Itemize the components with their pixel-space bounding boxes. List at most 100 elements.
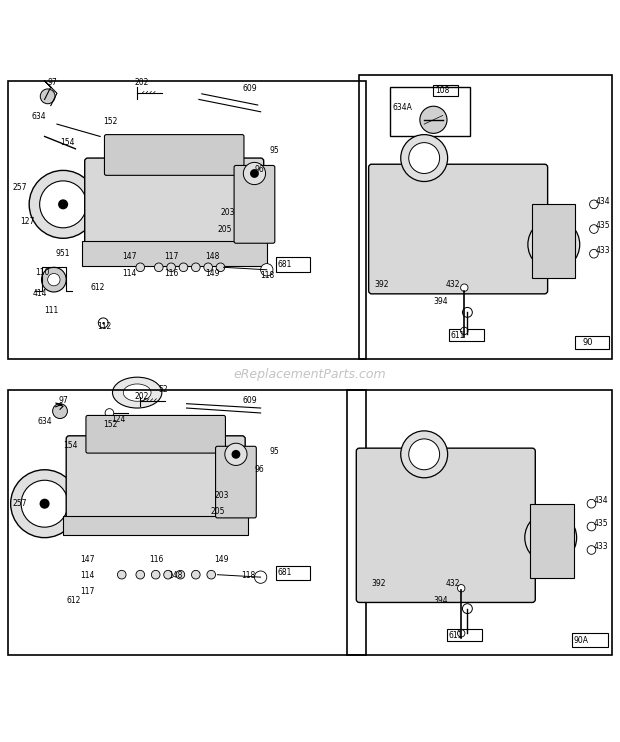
Text: 96: 96 [254,465,264,474]
Circle shape [207,571,216,579]
Bar [360,75,613,358]
Circle shape [29,171,97,238]
Text: 147: 147 [122,252,136,261]
Circle shape [587,522,596,531]
Circle shape [164,571,172,579]
Text: 202: 202 [134,78,148,88]
Text: 612: 612 [66,596,81,605]
Circle shape [136,263,144,272]
Text: 149: 149 [215,555,229,564]
Text: 609: 609 [242,85,257,93]
Circle shape [151,571,160,579]
Bar [347,390,613,655]
Text: 97: 97 [48,78,58,88]
Text: 394: 394 [433,298,448,306]
Text: 111: 111 [45,306,59,315]
Circle shape [99,318,108,328]
Circle shape [463,307,472,318]
FancyBboxPatch shape [104,134,244,175]
Text: 149: 149 [205,269,219,278]
Circle shape [409,439,440,470]
Text: 124: 124 [111,415,126,424]
Text: 435: 435 [596,221,611,231]
Text: 394: 394 [433,596,448,605]
Text: 433: 433 [594,542,609,551]
Text: 681: 681 [278,568,292,577]
Text: 90: 90 [583,338,593,347]
Text: 202: 202 [134,393,148,401]
Circle shape [458,585,465,592]
Text: 127: 127 [20,217,34,226]
Circle shape [105,409,113,417]
Circle shape [401,431,448,478]
Circle shape [525,512,577,564]
Circle shape [117,571,126,579]
Text: 432: 432 [446,280,460,289]
Bar [532,204,575,278]
Circle shape [587,499,596,508]
Text: 634: 634 [32,111,46,121]
FancyBboxPatch shape [86,416,226,453]
Circle shape [535,522,566,553]
Text: 117: 117 [80,588,94,597]
Text: 609: 609 [242,395,257,404]
Text: 611: 611 [451,331,465,340]
Text: 414: 414 [32,289,46,298]
Circle shape [260,263,273,276]
Text: 205: 205 [210,508,224,516]
Text: 118: 118 [241,571,255,580]
Text: 392: 392 [372,580,386,588]
Circle shape [401,134,448,182]
Text: 203: 203 [215,491,229,500]
Circle shape [225,443,247,465]
Bar [449,329,484,341]
Circle shape [11,470,79,538]
Circle shape [461,327,468,335]
Circle shape [590,200,598,209]
Circle shape [40,499,49,508]
Circle shape [176,571,185,579]
Circle shape [409,142,440,174]
Text: 95: 95 [270,447,280,456]
Text: 116: 116 [149,555,164,564]
Circle shape [154,263,163,272]
Text: 154: 154 [60,138,74,147]
Text: 432: 432 [446,580,460,588]
Circle shape [59,200,68,209]
Bar [530,504,574,578]
Circle shape [232,450,240,458]
Text: 634A: 634A [392,103,412,112]
Circle shape [167,263,175,272]
Text: 52: 52 [159,385,169,394]
Circle shape [538,229,569,260]
Circle shape [192,571,200,579]
FancyBboxPatch shape [66,436,245,522]
Text: 112: 112 [97,322,112,331]
Text: 203: 203 [221,208,235,217]
Text: 118: 118 [260,271,275,280]
Circle shape [204,263,213,272]
Text: 110: 110 [35,268,50,277]
Text: 152: 152 [104,420,118,429]
Circle shape [192,263,200,272]
Ellipse shape [112,377,162,408]
Text: 148: 148 [168,571,182,580]
Bar [433,85,458,96]
Text: 392: 392 [375,280,389,289]
Text: 611: 611 [449,631,463,640]
Circle shape [461,284,468,292]
Circle shape [590,225,598,234]
Text: 148: 148 [205,252,219,261]
Text: 114: 114 [80,571,94,580]
Text: 96: 96 [254,165,264,174]
FancyBboxPatch shape [356,448,535,603]
Bar [276,566,310,580]
Text: 634: 634 [37,417,52,426]
Text: 90A: 90A [574,636,588,645]
Circle shape [21,480,68,527]
FancyBboxPatch shape [85,158,264,251]
FancyBboxPatch shape [234,165,275,243]
Circle shape [42,267,66,292]
Circle shape [40,181,87,228]
Circle shape [254,571,267,583]
